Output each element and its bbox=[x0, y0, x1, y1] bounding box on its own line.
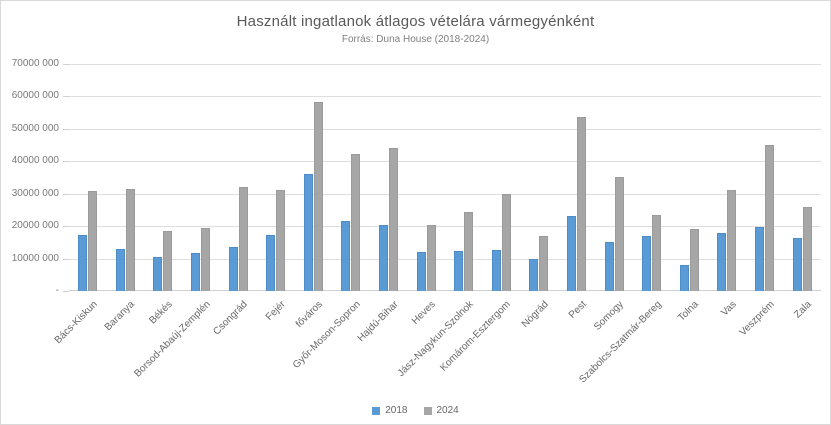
bar-2024-baranya bbox=[125, 189, 135, 291]
bar-2018-somogy bbox=[604, 242, 614, 291]
bar-2018-nógrád bbox=[529, 259, 539, 291]
legend-swatch-2018-icon bbox=[372, 406, 381, 415]
bar-group-jász-nagykun-szolnok bbox=[445, 64, 483, 291]
y-axis-tick-label: - bbox=[55, 285, 59, 296]
gridline bbox=[69, 193, 821, 195]
bar-2024-tolna bbox=[689, 229, 699, 291]
bar-group-fejér bbox=[257, 64, 295, 291]
legend-swatch-2024-icon bbox=[423, 406, 432, 415]
gridline bbox=[69, 128, 821, 130]
legend: 2018 2024 bbox=[1, 405, 830, 416]
bar-2024-győr-moson-sopron bbox=[351, 154, 361, 291]
bar-group-komárom-esztergom bbox=[483, 64, 521, 291]
legend-item-2024: 2024 bbox=[423, 405, 459, 416]
bar-2018-tolna bbox=[679, 265, 689, 291]
bar-2024-zala bbox=[802, 207, 812, 291]
y-axis-tick bbox=[63, 258, 69, 260]
bar-2018-bács-kiskun bbox=[78, 235, 88, 291]
bar-2024-jász-nagykun-szolnok bbox=[464, 212, 474, 291]
y-axis-tick-label: 10000 000 bbox=[11, 252, 59, 264]
bar-2018-hajdú-bihar bbox=[379, 225, 389, 291]
bar-2024-szabolcs-szatmár-bereg bbox=[652, 215, 662, 291]
bar-2018-vas bbox=[717, 233, 727, 291]
bar-2018-főváros bbox=[303, 174, 313, 291]
y-axis-tick bbox=[63, 128, 69, 130]
bar-2024-veszprém bbox=[765, 145, 775, 291]
bar-group-heves bbox=[407, 64, 445, 291]
y-axis-tick-label: 60000 000 bbox=[11, 90, 59, 102]
bar-2018-békés bbox=[153, 257, 163, 291]
y-axis-tick bbox=[63, 226, 69, 228]
plot-area bbox=[69, 64, 821, 291]
y-axis-tick-label: 50000 000 bbox=[11, 122, 59, 134]
bar-group-nógrád bbox=[520, 64, 558, 291]
bar-group-veszprém bbox=[746, 64, 784, 291]
bar-group-tolna bbox=[671, 64, 709, 291]
chart-subtitle: Forrás: Duna House (2018-2024) bbox=[341, 34, 490, 45]
bar-2024-vas bbox=[727, 190, 737, 291]
bar-2018-csongrád bbox=[228, 247, 238, 291]
bar-group-győr-moson-sopron bbox=[332, 64, 370, 291]
y-axis-tick bbox=[63, 161, 69, 163]
bar-group-főváros bbox=[295, 64, 333, 291]
y-axis-tick bbox=[63, 96, 69, 98]
bar-group-baranya bbox=[107, 64, 145, 291]
bar-2024-főváros bbox=[313, 102, 323, 291]
bar-group-szabolcs-szatmár-bereg bbox=[633, 64, 671, 291]
bar-2024-békés bbox=[163, 231, 173, 291]
x-axis-line bbox=[69, 290, 821, 291]
bar-2018-győr-moson-sopron bbox=[341, 221, 351, 291]
bar-2018-heves bbox=[416, 252, 426, 291]
gridline bbox=[69, 64, 821, 65]
bar-group-békés bbox=[144, 64, 182, 291]
y-axis-tick bbox=[63, 193, 69, 195]
gridline bbox=[69, 226, 821, 228]
bar-group-zala bbox=[783, 64, 821, 291]
bar-2018-pest bbox=[567, 216, 577, 291]
y-axis-tick-label: 20000 000 bbox=[11, 220, 59, 232]
bar-2018-veszprém bbox=[755, 227, 765, 291]
legend-label-2024: 2024 bbox=[436, 405, 459, 416]
bar-2024-komárom-esztergom bbox=[501, 194, 511, 291]
bar-group-bács-kiskun bbox=[69, 64, 107, 291]
bar-2018-borsod-abaúj-zemplén bbox=[191, 253, 201, 291]
bar-2024-bács-kiskun bbox=[88, 191, 98, 291]
bar-group-hajdú-bihar bbox=[370, 64, 408, 291]
bar-2024-borsod-abaúj-zemplén bbox=[201, 228, 211, 291]
bar-group-somogy bbox=[595, 64, 633, 291]
bar-2024-nógrád bbox=[539, 236, 549, 291]
bar-2018-szabolcs-szatmár-bereg bbox=[642, 236, 652, 291]
y-axis-tick bbox=[63, 291, 69, 292]
legend-item-2018: 2018 bbox=[372, 405, 408, 416]
bar-2024-hajdú-bihar bbox=[389, 148, 399, 291]
bar-2018-komárom-esztergom bbox=[491, 250, 501, 291]
bar-2024-heves bbox=[426, 225, 436, 291]
y-axis-tick-label: 30000 000 bbox=[11, 187, 59, 199]
y-axis-tick-label: 40000 000 bbox=[11, 155, 59, 167]
bar-2018-fejér bbox=[266, 235, 276, 291]
legend-label-2018: 2018 bbox=[385, 405, 408, 416]
bar-2024-fejér bbox=[276, 190, 286, 291]
gridline bbox=[69, 161, 821, 163]
y-axis-tick-label: 70000 000 bbox=[11, 58, 59, 69]
bar-2018-baranya bbox=[115, 249, 125, 291]
chart-title: Használt ingatlanok átlagos vételára vár… bbox=[236, 13, 595, 30]
bar-group-borsod-abaúj-zemplén bbox=[182, 64, 220, 291]
bar-2018-jász-nagykun-szolnok bbox=[454, 251, 464, 291]
gridline bbox=[69, 258, 821, 260]
x-axis-label-bács-kiskun: Bács-Kiskun bbox=[52, 299, 100, 347]
bar-2024-somogy bbox=[614, 177, 624, 291]
bar-2024-csongrád bbox=[238, 187, 248, 291]
bar-2018-zala bbox=[792, 238, 802, 291]
y-axis-tick bbox=[63, 64, 69, 65]
bar-group-csongrád bbox=[219, 64, 257, 291]
gridline bbox=[69, 96, 821, 98]
bar-2024-pest bbox=[577, 117, 587, 291]
bar-group-pest bbox=[558, 64, 596, 291]
bar-group-vas bbox=[708, 64, 746, 291]
